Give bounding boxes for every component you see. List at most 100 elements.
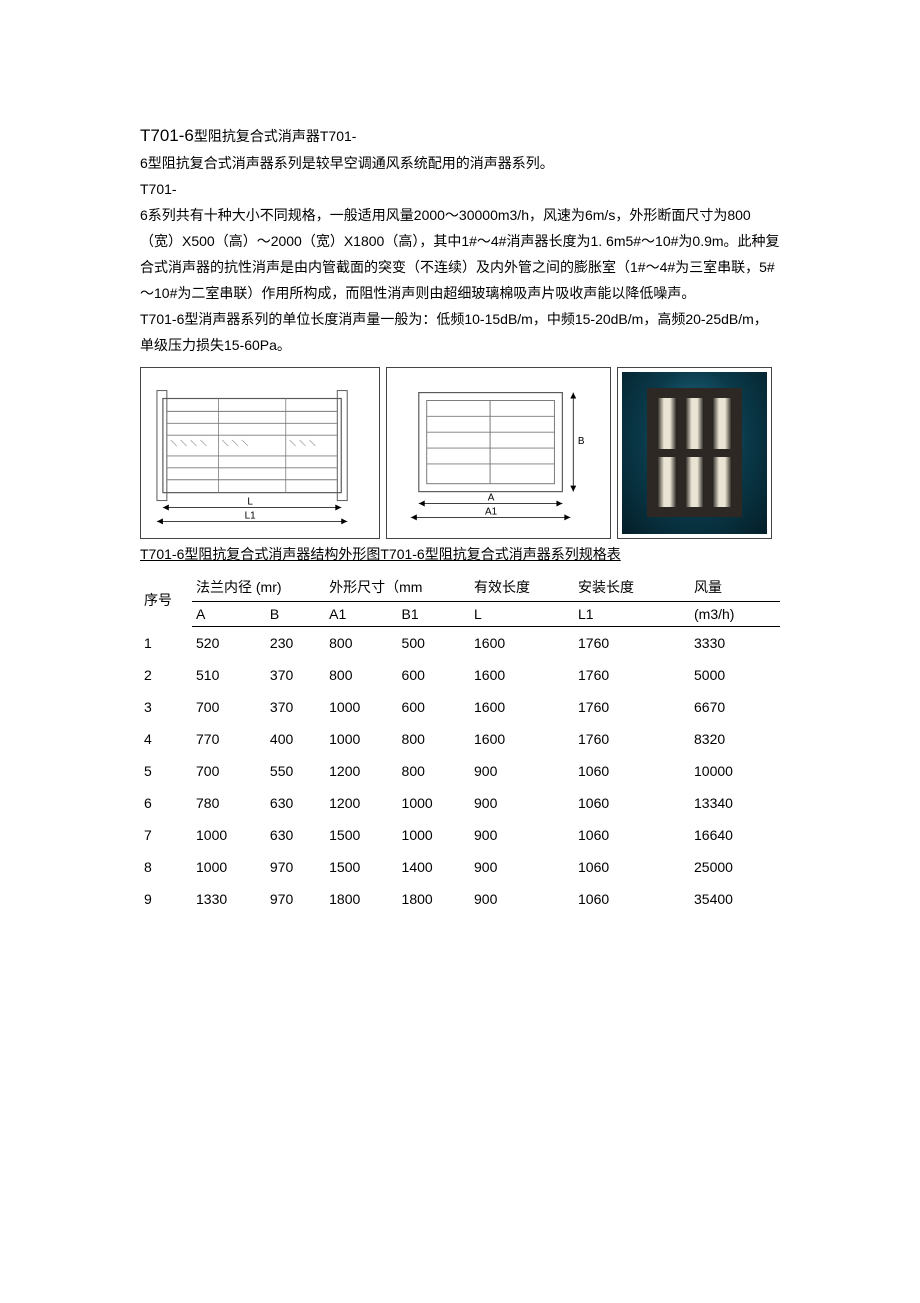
hdr-A1: A1	[325, 601, 397, 626]
table-cell: 1200	[325, 755, 397, 787]
title-block: T701-6型阻抗复合式消声器T701- 6型阻抗复合式消声器系列是较早空调通风…	[140, 120, 780, 359]
table-cell: 1760	[574, 626, 690, 659]
table-cell: 1000	[192, 819, 266, 851]
table-cell: 5	[140, 755, 192, 787]
table-row: 37003701000600160017606670	[140, 691, 780, 723]
spec-table-body: 1520230800500160017603330251037080060016…	[140, 626, 780, 915]
table-cell: 770	[192, 723, 266, 755]
hdr-inst-len: 安装长度	[574, 571, 690, 602]
dim-A1: A1	[485, 506, 498, 517]
table-cell: 4	[140, 723, 192, 755]
diagram-side-view: L L1	[140, 367, 380, 539]
table-cell: 630	[266, 819, 325, 851]
table-cell: 9	[140, 883, 192, 915]
diagram-side-svg: L L1	[151, 378, 369, 528]
table-row: 47704001000800160017608320	[140, 723, 780, 755]
table-cell: 1000	[325, 723, 397, 755]
diagram-row: L L1	[140, 367, 780, 539]
dim-L1: L1	[245, 510, 257, 521]
photo-slat	[712, 398, 732, 449]
hdr-eff-len: 有效长度	[470, 571, 574, 602]
hdr-L1: L1	[574, 601, 690, 626]
table-cell: 1000	[398, 787, 470, 819]
table-cell: 1200	[325, 787, 397, 819]
photo-slat	[712, 457, 732, 508]
hdr-L: L	[470, 601, 574, 626]
photo-slat	[685, 398, 705, 449]
photo-bg	[622, 372, 767, 534]
table-row: 2510370800600160017605000	[140, 659, 780, 691]
photo-slat	[685, 457, 705, 508]
table-row: 1520230800500160017603330	[140, 626, 780, 659]
table-cell: 510	[192, 659, 266, 691]
hdr-outer: 外形尺寸（mm	[325, 571, 470, 602]
product-photo	[617, 367, 772, 539]
photo-slat	[657, 398, 677, 449]
table-cell: 13340	[690, 787, 780, 819]
table-cell: 1060	[574, 787, 690, 819]
table-cell: 8	[140, 851, 192, 883]
title-suffix: 型阻抗复合式消声器T701-	[194, 128, 357, 144]
table-cell: 970	[266, 883, 325, 915]
table-cell: 900	[470, 851, 574, 883]
table-cell: 1330	[192, 883, 266, 915]
table-cell: 900	[470, 755, 574, 787]
table-cell: 1760	[574, 659, 690, 691]
table-cell: 700	[192, 691, 266, 723]
hdr-flow: 风量	[690, 571, 780, 602]
table-cell: 25000	[690, 851, 780, 883]
table-cell: 800	[398, 723, 470, 755]
photo-frame	[647, 388, 743, 518]
photo-slat	[657, 457, 677, 508]
table-cell: 780	[192, 787, 266, 819]
table-cell: 3330	[690, 626, 780, 659]
table-header-row-1: 序号 法兰内径 (mr) 外形尺寸（mm 有效长度 安装长度 风量	[140, 571, 780, 602]
table-cell: 35400	[690, 883, 780, 915]
table-cell: 800	[325, 626, 397, 659]
hdr-seq: 序号	[140, 571, 192, 627]
table-cell: 900	[470, 787, 574, 819]
table-row: 8100097015001400900106025000	[140, 851, 780, 883]
table-cell: 7	[140, 819, 192, 851]
spec-table: 序号 法兰内径 (mr) 外形尺寸（mm 有效长度 安装长度 风量 A B A1…	[140, 571, 780, 915]
model-code: T701-6	[140, 126, 194, 145]
table-cell: 520	[192, 626, 266, 659]
table-cell: 1760	[574, 691, 690, 723]
table-cell: 370	[266, 691, 325, 723]
table-cell: 630	[266, 787, 325, 819]
table-cell: 700	[192, 755, 266, 787]
table-cell: 1500	[325, 851, 397, 883]
table-cell: 900	[470, 883, 574, 915]
table-row: 9133097018001800900106035400	[140, 883, 780, 915]
title-line-1: T701-6型阻抗复合式消声器T701-	[140, 120, 780, 151]
table-cell: 1760	[574, 723, 690, 755]
table-cell: 400	[266, 723, 325, 755]
hdr-unit: (m3/h)	[690, 601, 780, 626]
table-cell: 1600	[470, 626, 574, 659]
dim-L: L	[247, 496, 253, 507]
table-cell: 1000	[398, 819, 470, 851]
table-cell: 800	[325, 659, 397, 691]
table-cell: 1800	[398, 883, 470, 915]
table-cell: 1	[140, 626, 192, 659]
document-page: T701-6型阻抗复合式消声器T701- 6型阻抗复合式消声器系列是较早空调通风…	[0, 0, 920, 975]
dim-B: B	[578, 436, 585, 447]
hdr-B1: B1	[398, 601, 470, 626]
table-cell: 1060	[574, 755, 690, 787]
diagram-front-view: B A A1	[386, 367, 611, 539]
table-cell: 10000	[690, 755, 780, 787]
table-cell: 600	[398, 659, 470, 691]
title-line-3: T701-	[140, 177, 780, 203]
table-cell: 900	[470, 819, 574, 851]
table-cell: 8320	[690, 723, 780, 755]
table-row: 7100063015001000900106016640	[140, 819, 780, 851]
table-cell: 1000	[192, 851, 266, 883]
table-cell: 1060	[574, 851, 690, 883]
table-cell: 800	[398, 755, 470, 787]
table-cell: 5000	[690, 659, 780, 691]
table-cell: 2	[140, 659, 192, 691]
hdr-B: B	[266, 601, 325, 626]
hdr-flanges: 法兰内径 (mr)	[192, 571, 325, 602]
table-row: 57005501200800900106010000	[140, 755, 780, 787]
table-cell: 600	[398, 691, 470, 723]
